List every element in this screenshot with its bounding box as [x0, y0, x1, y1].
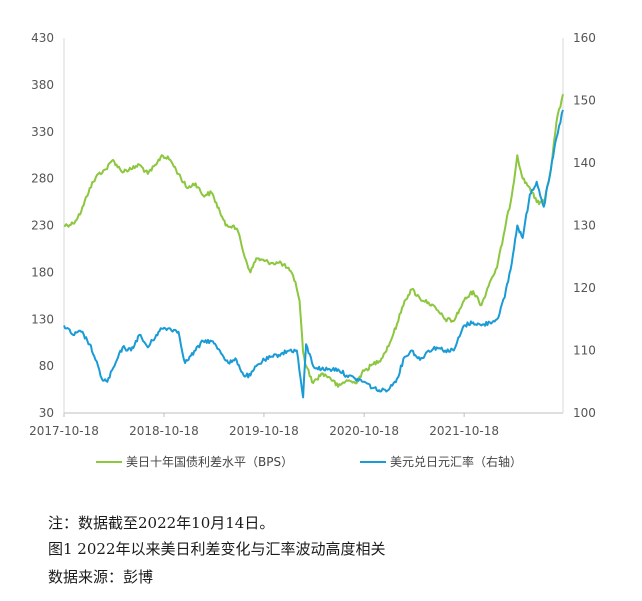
y-right-tick-label: 160	[573, 31, 596, 45]
x-tick-label: 2020-10-18	[329, 424, 399, 438]
series-line-2	[63, 109, 564, 399]
chart: 30 80 130 180 230 280 330 380 430 100 110 120 130 140…	[29, 31, 596, 469]
y-left-tick-label: 80	[39, 359, 54, 373]
y-right-tick-label: 140	[573, 156, 596, 170]
y-left-tick-label: 330	[31, 125, 54, 139]
legend-label-2: 美元兑日元汇率（右轴）	[390, 454, 522, 469]
chart-axes: 30 80 130 180 230 280 330 380 430 100 110 120 130 140…	[29, 31, 596, 438]
y-left-tick-label: 130	[31, 312, 54, 326]
series-line-1	[63, 94, 564, 388]
x-tick-label: 2021-10-18	[429, 424, 499, 438]
chart-legend: 美日十年国债利差水平（BPS） 美元兑日元汇率（右轴）	[96, 454, 522, 469]
figure-caption: 图1 2022年以来美日利差变化与汇率波动高度相关	[48, 540, 386, 558]
y-right-tick-label: 100	[573, 406, 596, 420]
chart-series	[63, 94, 564, 399]
y-left-tick-label: 280	[31, 172, 54, 186]
y-right-tick-label: 120	[573, 281, 596, 295]
legend-label-1: 美日十年国债利差水平（BPS）	[126, 455, 293, 469]
y-right-tick-label: 130	[573, 219, 596, 233]
y-left-tick-label: 380	[31, 78, 54, 92]
y-left-tick-label: 230	[31, 219, 54, 233]
data-note: 注：数据截至2022年10月14日。	[48, 514, 275, 532]
y-left-tick-label: 180	[31, 265, 54, 279]
x-tick-label: 2018-10-18	[129, 424, 199, 438]
y-right-tick-label: 110	[573, 344, 596, 358]
y-right-tick-label: 150	[573, 94, 596, 108]
y-left-tick-label: 30	[39, 406, 54, 420]
y-left-tick-label: 430	[31, 31, 54, 45]
x-tick-label: 2019-10-18	[229, 424, 299, 438]
x-tick-label: 2017-10-18	[29, 424, 99, 438]
data-source: 数据来源：彭博	[48, 568, 154, 586]
